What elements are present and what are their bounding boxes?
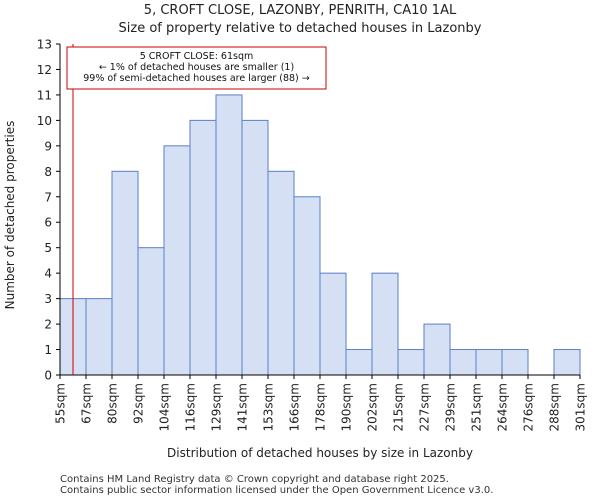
footer-copyright: Contains HM Land Registry data © Crown c… (60, 474, 449, 485)
x-tick-label-276sqm: 276sqm (522, 383, 536, 431)
bar-239sqm (449, 349, 477, 376)
annotation-box (66, 46, 327, 90)
bar-141sqm (241, 119, 269, 376)
y-tick-label-0: 0 (44, 369, 52, 383)
x-tick-label-264sqm: 264sqm (496, 383, 510, 431)
annotation-group: 5 CROFT CLOSE: 61sqm← 1% of detached hou… (66, 44, 327, 375)
x-tick-label-67sqm: 67sqm (80, 383, 94, 424)
x-tick-label-239sqm: 239sqm (444, 383, 458, 431)
bar-264sqm (501, 349, 529, 376)
bar-251sqm (475, 349, 503, 376)
y-tick-label-11: 11 (37, 88, 52, 102)
y-axis-label: Number of detached properties (3, 121, 17, 310)
bar-153sqm (267, 170, 295, 376)
x-tick-label-202sqm: 202sqm (366, 383, 380, 431)
y-tick-label-6: 6 (44, 216, 52, 230)
bar-166sqm (293, 196, 321, 376)
y-tick-label-3: 3 (44, 292, 52, 306)
x-tick-label-288sqm: 288sqm (548, 383, 562, 431)
y-tick-label-12: 12 (37, 63, 52, 77)
x-tick-label-141sqm: 141sqm (236, 383, 250, 431)
x-tick-label-80sqm: 80sqm (106, 383, 120, 424)
bar-215sqm (397, 349, 425, 376)
bar-116sqm (189, 119, 217, 376)
y-tick-label-9: 9 (44, 139, 52, 153)
bar-92sqm (137, 247, 165, 376)
x-tick-label-251sqm: 251sqm (470, 383, 484, 431)
x-axis-label: Distribution of detached houses by size … (167, 446, 473, 460)
x-tick-label-92sqm: 92sqm (132, 383, 146, 424)
bar-178sqm (319, 272, 347, 376)
y-tick-label-8: 8 (44, 165, 52, 179)
footer-licence: Contains public sector information licen… (60, 485, 494, 496)
x-tick-label-104sqm: 104sqm (158, 383, 172, 431)
x-tick-label-129sqm: 129sqm (210, 383, 224, 431)
bar-104sqm (163, 145, 191, 376)
y-tick-label-5: 5 (44, 241, 52, 255)
x-tick-label-178sqm: 178sqm (314, 383, 328, 431)
x-tick-label-227sqm: 227sqm (418, 383, 432, 431)
chart-subtitle: Size of property relative to detached ho… (118, 21, 482, 36)
bar-288sqm (553, 349, 581, 376)
x-tick-label-190sqm: 190sqm (340, 383, 354, 431)
y-tick-label-4: 4 (44, 267, 52, 281)
annotation-title: 5 CROFT CLOSE: 61sqm (140, 51, 254, 62)
x-tick-label-301sqm: 301sqm (574, 383, 588, 431)
x-tick-label-153sqm: 153sqm (262, 383, 276, 431)
y-tick-label-2: 2 (44, 318, 52, 332)
bar-129sqm (215, 94, 243, 376)
y-tick-label-10: 10 (37, 114, 52, 128)
bar-67sqm (85, 298, 113, 376)
y-tick-label-1: 1 (44, 343, 52, 357)
bars-group (59, 94, 581, 376)
y-tick-label-7: 7 (44, 190, 52, 204)
bar-227sqm (423, 323, 451, 376)
bar-80sqm (111, 170, 139, 376)
annotation-larger: 99% of semi-detached houses are larger (… (83, 73, 310, 84)
bar-190sqm (345, 349, 373, 376)
chart-title: 5, CROFT CLOSE, LAZONBY, PENRITH, CA10 1… (143, 3, 457, 18)
bar-202sqm (371, 272, 399, 376)
x-tick-label-55sqm: 55sqm (54, 383, 68, 424)
x-tick-label-166sqm: 166sqm (288, 383, 302, 431)
x-tick-label-116sqm: 116sqm (184, 383, 198, 431)
y-tick-label-13: 13 (37, 38, 52, 52)
x-tick-label-215sqm: 215sqm (392, 383, 406, 431)
annotation-smaller: ← 1% of detached houses are smaller (1) (99, 62, 294, 73)
